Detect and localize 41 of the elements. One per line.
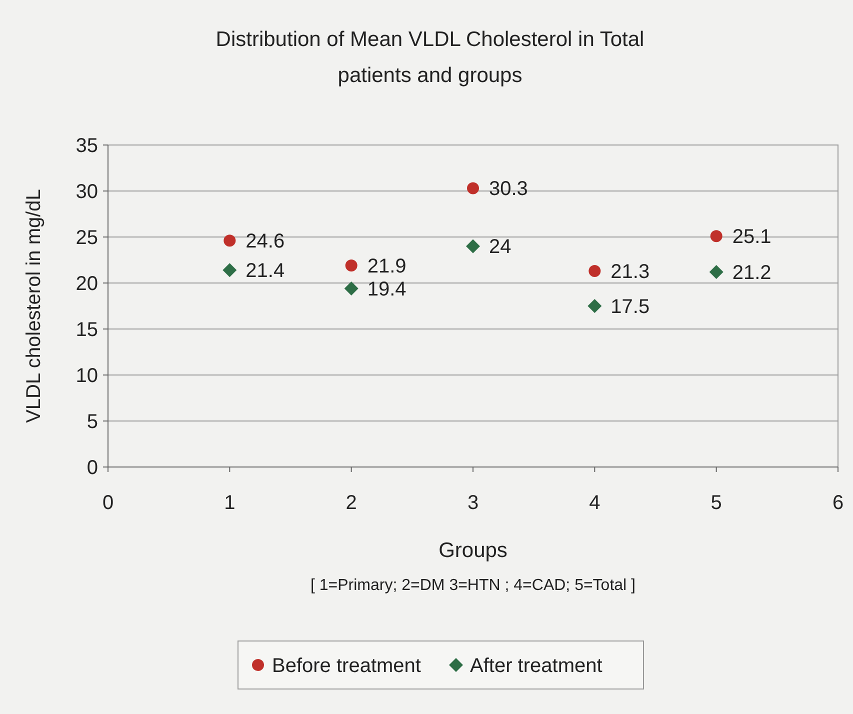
chart-title: Distribution of Mean VLDL Cholesterol in Total patients and groups [216,28,644,87]
y-tick-label: 25 [76,227,98,249]
x-tick-label: 5 [710,492,722,514]
data-label: 24 [489,236,512,258]
y-axis-title: VLDL cholesterol in mg/dL [23,189,45,423]
x-tick-label: 6 [832,492,844,514]
y-tick-label: 20 [76,273,98,295]
x-tick-label: 1 [224,492,236,514]
data-label: 21.2 [732,262,772,284]
point [344,282,358,296]
point [345,260,358,272]
data-label: 19.4 [367,278,406,301]
data-label: 30.3 [489,178,528,200]
y-tick-label: 10 [76,365,98,387]
y-tick-label: 35 [76,135,98,157]
y-tick-label: 5 [86,411,98,433]
point [588,265,601,278]
data-label: 24.6 [246,230,285,253]
point [709,264,724,279]
y-tick-label: 0 [86,457,98,479]
data-label: 25.1 [732,226,772,248]
legend-label: Before treatment [272,655,422,677]
legend-label: After treatment [470,655,603,677]
x-tick-label: 0 [102,492,114,514]
y-tick-label: 30 [76,181,98,203]
x-axis-title: Groups [438,539,508,562]
point [467,182,479,194]
x-tick-label: 2 [346,492,357,514]
point [224,234,236,247]
x-tick-label: 4 [589,492,600,514]
y-tick-label: 15 [76,319,98,341]
data-label: 21.9 [367,256,406,278]
point [222,263,237,278]
text: [ 1=Primary; 2=DM 3=HTN ; 4=CAD; 5=Total ] [310,577,636,594]
data-label: 21.4 [246,260,285,282]
point [588,299,602,313]
point [466,239,480,254]
point [710,230,722,242]
data-label: 21.3 [610,261,650,284]
x-tick-label: 3 [467,492,479,514]
data-label: 17.5 [610,296,650,318]
